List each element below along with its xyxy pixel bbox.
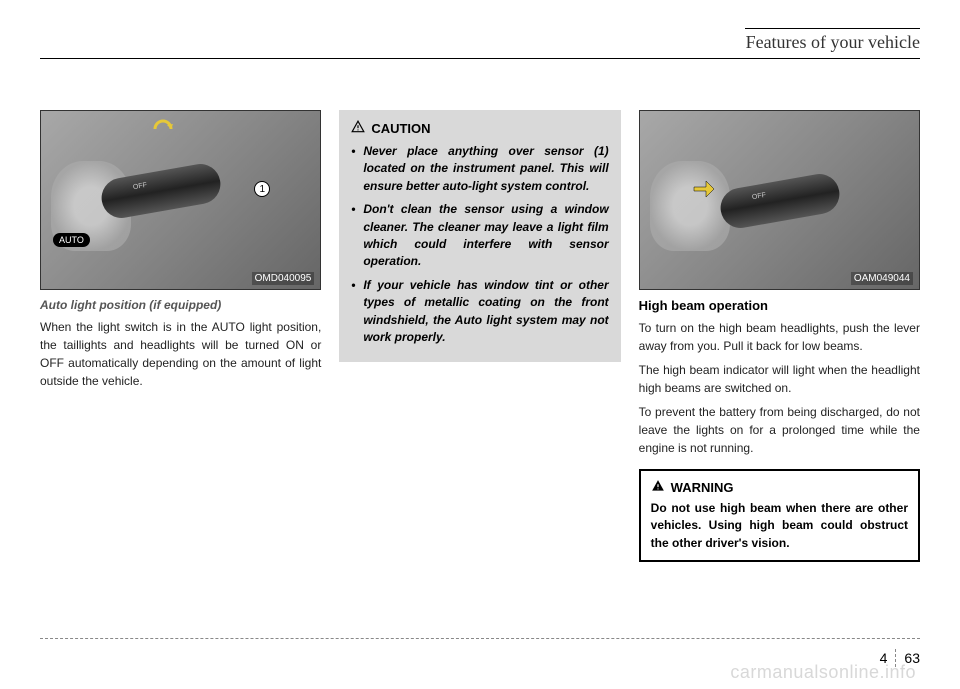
- high-beam-p1: To turn on the high beam headlights, pus…: [639, 319, 920, 355]
- high-beam-p3: To prevent the battery from being discha…: [639, 403, 920, 457]
- warning-label: WARNING: [671, 480, 734, 495]
- caution-item: Never place anything over sensor (1) loc…: [351, 143, 608, 195]
- footer-divider: [40, 638, 920, 639]
- push-arrow-icon: [690, 175, 714, 199]
- high-beam-title: High beam operation: [639, 298, 920, 313]
- warning-title: WARNING: [651, 479, 908, 496]
- header-underline: [40, 58, 920, 59]
- content-columns: OFF AUTO 1 OMD040095 Auto light position…: [40, 110, 920, 562]
- caution-list: Never place anything over sensor (1) loc…: [351, 143, 608, 346]
- high-beam-photo: OFF OAM049044: [639, 110, 920, 290]
- sensor-callout: 1: [254, 181, 270, 197]
- column-2: CAUTION Never place anything over sensor…: [339, 110, 620, 562]
- photo-code-1: OMD040095: [252, 272, 315, 285]
- auto-light-photo: OFF AUTO 1 OMD040095: [40, 110, 321, 290]
- warning-box: WARNING Do not use high beam when there …: [639, 469, 920, 562]
- caution-label: CAUTION: [371, 121, 430, 136]
- caution-box: CAUTION Never place anything over sensor…: [339, 110, 620, 362]
- column-1: OFF AUTO 1 OMD040095 Auto light position…: [40, 110, 321, 562]
- high-beam-body: To turn on the high beam headlights, pus…: [639, 319, 920, 457]
- high-beam-p2: The high beam indicator will light when …: [639, 361, 920, 397]
- warning-body: Do not use high beam when there are othe…: [651, 500, 908, 552]
- column-3: OFF OAM049044 High beam operation To tur…: [639, 110, 920, 562]
- warning-icon: [651, 479, 665, 496]
- photo-code-2: OAM049044: [851, 272, 913, 285]
- auto-light-body: When the light switch is in the AUTO lig…: [40, 318, 321, 390]
- chapter-title: Features of your vehicle: [746, 32, 920, 53]
- auto-light-paragraph: When the light switch is in the AUTO lig…: [40, 318, 321, 390]
- auto-badge: AUTO: [53, 233, 90, 247]
- header-overline: [745, 28, 920, 29]
- auto-light-subtitle: Auto light position (if equipped): [40, 298, 321, 312]
- caution-item: Don't clean the sensor using a window cl…: [351, 201, 608, 271]
- rotate-arrow-icon: [151, 117, 175, 141]
- light-stalk-illustration-2: [717, 171, 842, 231]
- caution-item: If your vehicle has window tint or other…: [351, 277, 608, 347]
- caution-icon: [351, 120, 365, 137]
- manual-page: Features of your vehicle OFF AUTO 1 OMD0…: [0, 0, 960, 689]
- caution-title: CAUTION: [351, 120, 608, 137]
- watermark: carmanualsonline.info: [730, 662, 916, 683]
